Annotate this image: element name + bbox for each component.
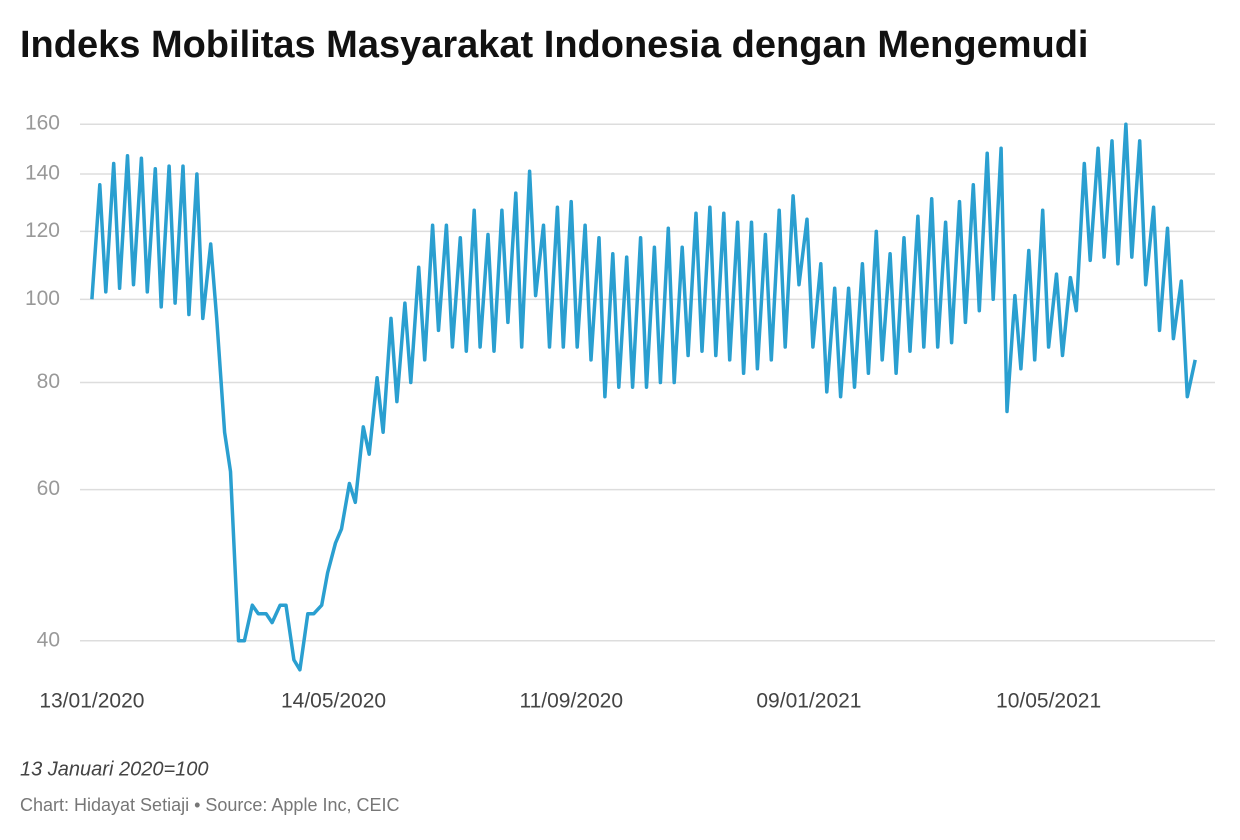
subtitle: 13 Januari 2020=100: [20, 758, 209, 780]
y-tick-label: 40: [37, 628, 60, 651]
x-tick-label: 14/05/2020: [281, 690, 386, 713]
y-tick-label: 160: [25, 112, 60, 135]
source: Chart: Hidayat Setiaji • Source: Apple I…: [20, 795, 399, 815]
y-tick-label: 100: [25, 287, 60, 310]
chart-title: Indeks Mobilitas Masyarakat Indonesia de…: [20, 24, 1088, 66]
y-tick-label: 140: [25, 162, 60, 185]
line: [90, 122, 1197, 672]
x-tick-label: 13/01/2020: [39, 690, 144, 713]
x-tick-label: 09/01/2021: [756, 690, 861, 713]
y-tick-label: 80: [37, 370, 60, 393]
x-tick-label: 11/09/2020: [519, 690, 623, 713]
y-tick-label: 60: [37, 477, 60, 500]
x-tick-label: 10/05/2021: [996, 690, 1101, 713]
y-tick-label: 120: [25, 219, 60, 242]
